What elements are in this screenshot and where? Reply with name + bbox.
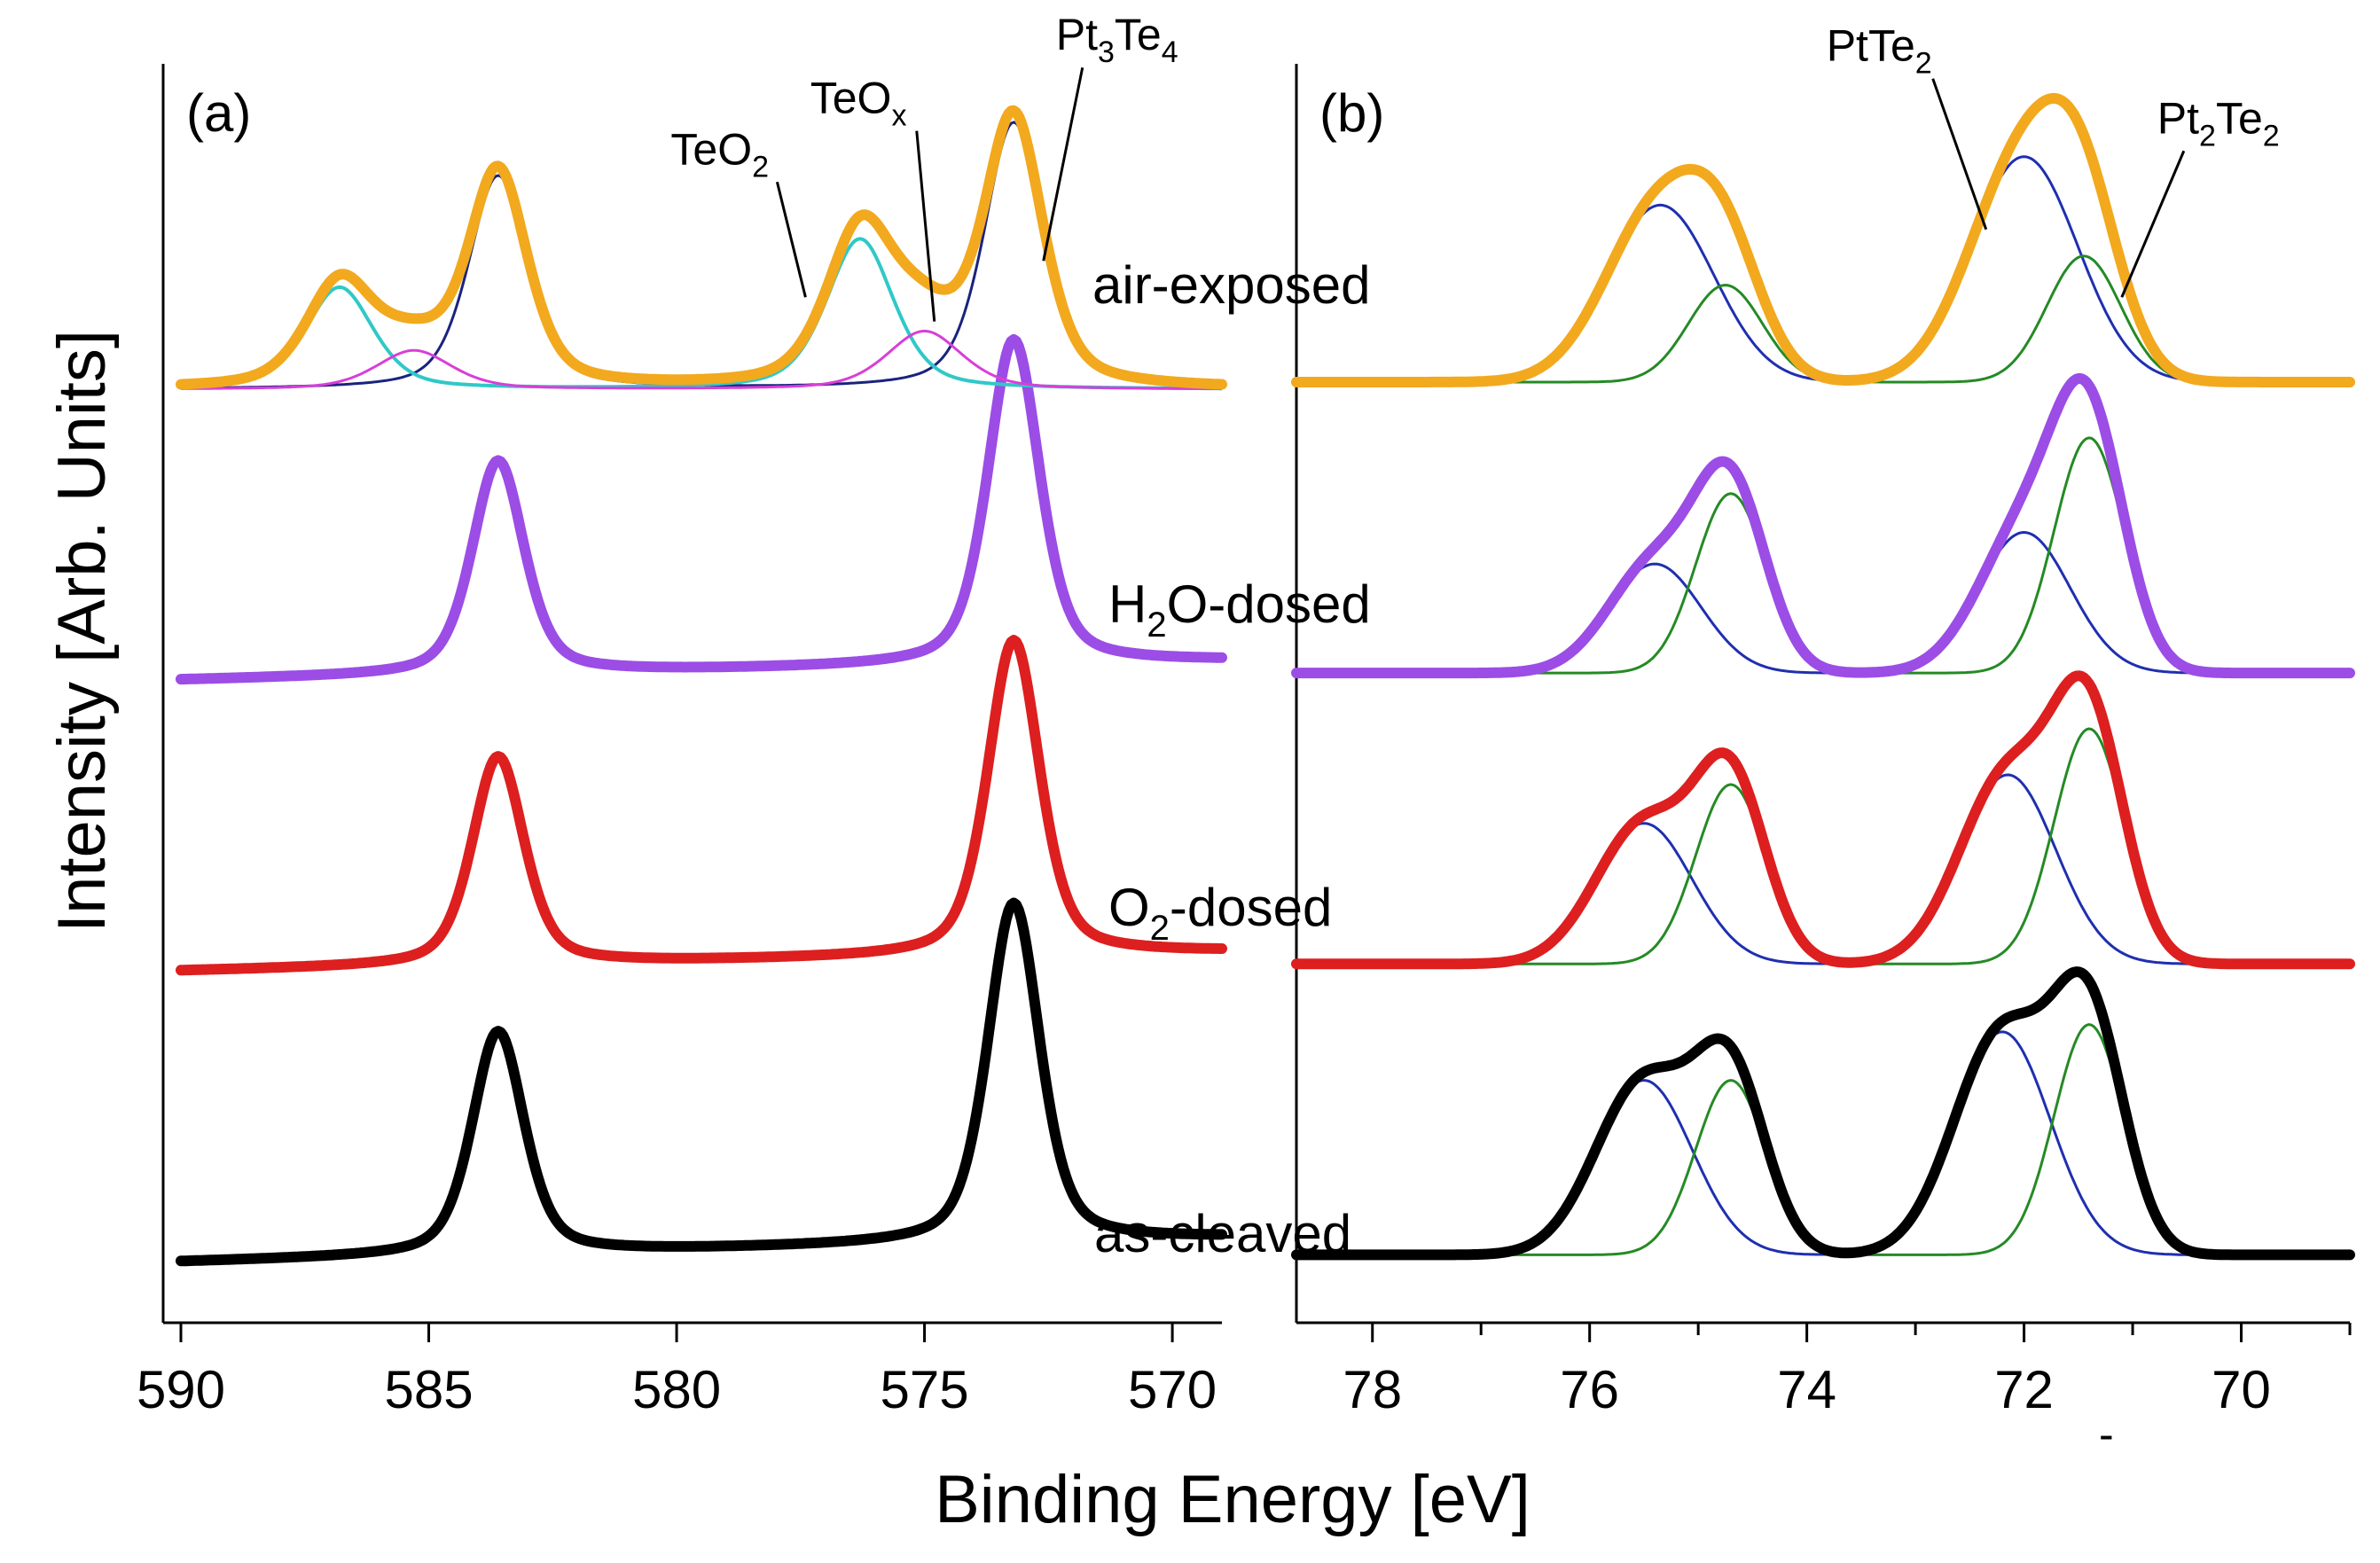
x-tick-label-a-590: 590 — [137, 1360, 225, 1419]
series-b-H2O-dosed — [1291, 372, 2355, 679]
x-tick-label-a-580: 580 — [632, 1360, 721, 1419]
x-tick-label-b-72: 72 — [1994, 1360, 2054, 1419]
panel-a: (a) 590 585 580 575 570 TeO2 TeOx Pt3Te4 — [137, 10, 1227, 1419]
x-tick-label-b-74: 74 — [1777, 1360, 1836, 1419]
series-label-air-exposed: air-exposed — [1092, 255, 1371, 315]
panel-b: (b) 78 76 74 72 70 PtTe2 Pt2Te2 — [1291, 21, 2355, 1419]
series-label-o2-dosed: O2-dosed — [1108, 878, 1332, 948]
series-b-air-exposed — [1291, 92, 2355, 387]
panel-a-series — [176, 105, 1227, 1267]
panel-a-label: (a) — [186, 83, 251, 143]
annotation-b-1: Pt2Te2 — [2157, 93, 2280, 152]
series-a-air-exposed — [176, 105, 1227, 390]
panel-b-series — [1291, 92, 2355, 1261]
annotation-a-0: TeO2 — [670, 124, 769, 184]
x-tick-label-b-76: 76 — [1560, 1360, 1619, 1419]
series-b-O2-dosed — [1291, 670, 2355, 970]
annotation-leader-a-2 — [1042, 66, 1084, 262]
panel-a-annotations: TeO2 TeOx Pt3Te4 — [670, 10, 1178, 322]
y-axis-title: Intensity [Arb. Units] — [44, 330, 120, 933]
x-tick-label-b-70: 70 — [2212, 1360, 2271, 1419]
x-tick-label-b-78: 78 — [1343, 1360, 1402, 1419]
annotation-a-1: TeOx — [810, 74, 907, 133]
series-label-h2o-dosed: H2O-dosed — [1108, 574, 1371, 645]
x-tick-label-a-570: 570 — [1128, 1360, 1217, 1419]
panel-b-label: (b) — [1319, 83, 1384, 143]
series-a-O2-dosed — [176, 635, 1227, 976]
series-a-as-cleaved — [176, 897, 1227, 1267]
x-tick-label-a-585: 585 — [384, 1360, 473, 1419]
stray-mark: - — [2099, 1410, 2114, 1459]
panel-b-ticks: 78 76 74 72 70 — [1343, 1323, 2352, 1419]
annotation-leader-a-1 — [915, 130, 936, 322]
component-TeOx-air-exposed — [181, 329, 1222, 390]
annotation-leader-a-0 — [775, 181, 807, 298]
annotation-a-2: Pt3Te4 — [1056, 10, 1178, 69]
series-b-as-cleaved — [1291, 966, 2355, 1261]
annotation-leader-b-0 — [1931, 78, 1988, 231]
x-axis-title: Binding Energy [eV] — [935, 1462, 1531, 1537]
panel-b-annotations: PtTe2 Pt2Te2 — [1827, 21, 2280, 298]
series-label-as-cleaved: as-cleaved — [1094, 1204, 1351, 1263]
x-tick-label-a-575: 575 — [881, 1360, 969, 1419]
annotation-b-0: PtTe2 — [1827, 21, 1932, 81]
series-a-H2O-dosed — [176, 334, 1227, 685]
panel-a-ticks: 590 585 580 575 570 — [137, 1323, 1217, 1419]
annotation-leader-b-1 — [2120, 150, 2186, 298]
